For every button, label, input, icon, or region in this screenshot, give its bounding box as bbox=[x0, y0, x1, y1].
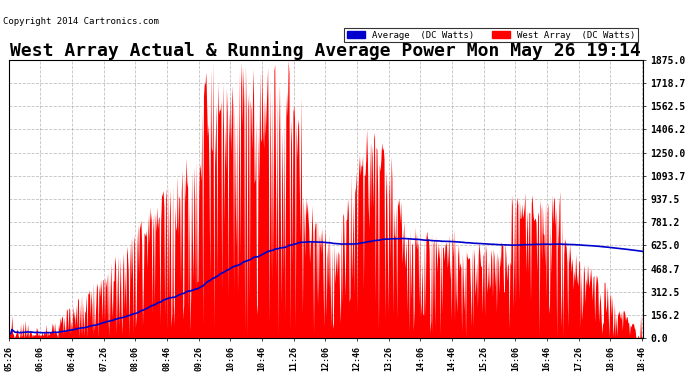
Text: Copyright 2014 Cartronics.com: Copyright 2014 Cartronics.com bbox=[3, 17, 159, 26]
Legend: Average  (DC Watts), West Array  (DC Watts): Average (DC Watts), West Array (DC Watts… bbox=[344, 28, 638, 42]
Title: West Array Actual & Running Average Power Mon May 26 19:14: West Array Actual & Running Average Powe… bbox=[10, 40, 641, 60]
